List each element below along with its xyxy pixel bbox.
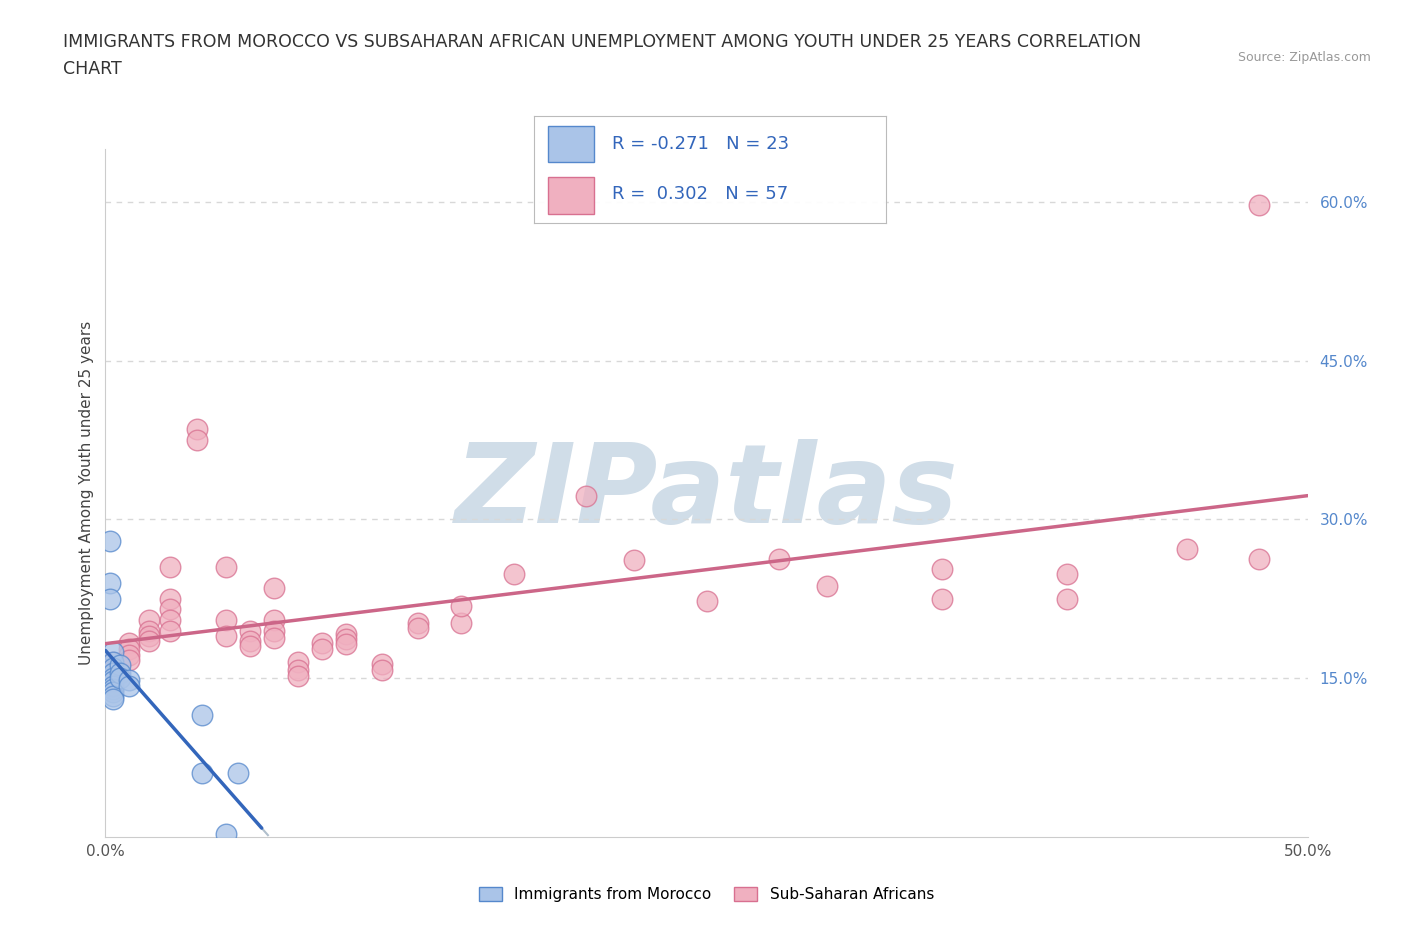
Point <box>101 682 124 697</box>
Point <box>768 551 790 566</box>
Point <box>214 827 236 842</box>
Point <box>214 629 236 644</box>
Point <box>118 647 141 662</box>
Point <box>335 637 357 652</box>
Point <box>335 631 357 646</box>
Point <box>287 655 309 670</box>
Text: Source: ZipAtlas.com: Source: ZipAtlas.com <box>1237 51 1371 64</box>
Point <box>101 692 124 707</box>
Point <box>159 591 181 606</box>
Point <box>138 613 160 628</box>
Point <box>450 599 472 614</box>
Point <box>214 613 236 628</box>
Legend: Immigrants from Morocco, Sub-Saharan Africans: Immigrants from Morocco, Sub-Saharan Afr… <box>472 882 941 909</box>
Point <box>263 580 285 595</box>
Point <box>159 613 181 628</box>
Bar <box>548 178 593 214</box>
Point <box>239 639 262 654</box>
Point <box>311 641 333 656</box>
Point <box>186 422 208 437</box>
Point <box>287 662 309 677</box>
Text: R =  0.302   N = 57: R = 0.302 N = 57 <box>612 185 787 204</box>
Point <box>101 673 124 688</box>
Point <box>335 626 357 641</box>
Point <box>450 616 472 631</box>
Point <box>108 658 131 673</box>
Point <box>371 662 394 677</box>
Point <box>118 678 141 693</box>
Point <box>696 593 718 608</box>
Point <box>190 708 212 723</box>
Point <box>159 560 181 575</box>
Point <box>108 666 131 681</box>
Point <box>186 432 208 447</box>
Point <box>1056 591 1078 606</box>
Point <box>101 662 124 677</box>
Point <box>138 623 160 638</box>
Point <box>263 613 285 628</box>
Text: IMMIGRANTS FROM MOROCCO VS SUBSAHARAN AFRICAN UNEMPLOYMENT AMONG YOUTH UNDER 25 : IMMIGRANTS FROM MOROCCO VS SUBSAHARAN AF… <box>63 33 1142 50</box>
Point <box>98 591 121 606</box>
Point <box>101 678 124 693</box>
Point <box>575 488 598 503</box>
Point <box>239 623 262 638</box>
Point <box>931 562 953 577</box>
Y-axis label: Unemployment Among Youth under 25 years: Unemployment Among Youth under 25 years <box>79 321 94 665</box>
Point <box>101 655 124 670</box>
Point <box>931 591 953 606</box>
Point <box>226 766 249 781</box>
Point <box>1249 197 1271 212</box>
Point <box>98 576 121 591</box>
Point <box>214 560 236 575</box>
Point <box>98 533 121 548</box>
Point <box>118 636 141 651</box>
Text: ZIPatlas: ZIPatlas <box>454 439 959 547</box>
Point <box>190 766 212 781</box>
Point <box>138 629 160 644</box>
Point <box>159 623 181 638</box>
Bar <box>548 126 593 162</box>
Point <box>101 660 124 675</box>
Point <box>623 552 645 567</box>
Point <box>1175 541 1198 556</box>
Point <box>101 668 124 683</box>
Point <box>287 669 309 684</box>
Point <box>503 567 526 582</box>
Point <box>138 633 160 648</box>
Point <box>371 657 394 671</box>
Point <box>118 641 141 656</box>
Point <box>118 673 141 688</box>
Point <box>101 674 124 689</box>
Point <box>406 616 429 631</box>
Point <box>108 671 131 685</box>
Point <box>101 689 124 704</box>
Point <box>1249 551 1271 566</box>
Point <box>101 671 124 685</box>
Point <box>263 631 285 645</box>
Point <box>159 602 181 617</box>
Point <box>406 621 429 636</box>
Point <box>118 653 141 668</box>
Point <box>101 666 124 681</box>
Point <box>101 678 124 693</box>
Text: CHART: CHART <box>63 60 122 78</box>
Point <box>311 636 333 651</box>
Point <box>815 578 838 593</box>
Point <box>1056 567 1078 582</box>
Point <box>263 623 285 638</box>
Point <box>101 684 124 699</box>
Point <box>239 633 262 648</box>
Point <box>101 655 124 670</box>
Text: R = -0.271   N = 23: R = -0.271 N = 23 <box>612 135 789 153</box>
Point <box>101 644 124 659</box>
